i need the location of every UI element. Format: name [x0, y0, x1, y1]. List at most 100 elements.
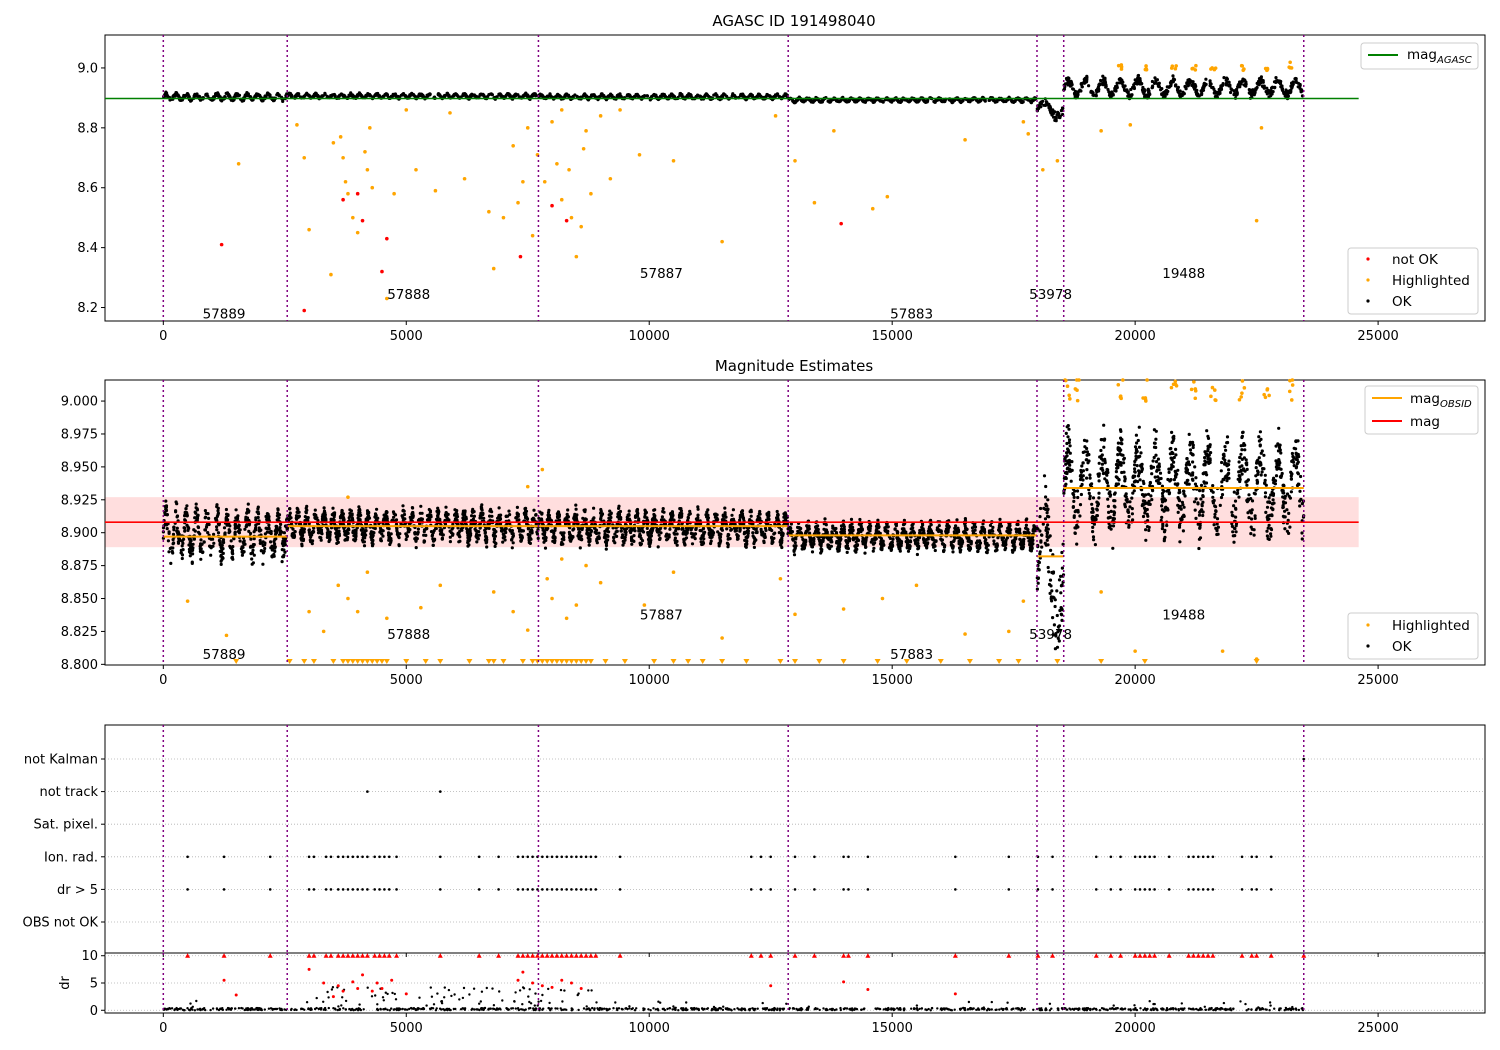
ok-point: [335, 538, 339, 542]
ok-point: [1155, 78, 1159, 82]
y-tick-label: 9.0: [77, 61, 98, 76]
ok-point: [1209, 82, 1213, 86]
ok-point: [247, 529, 251, 534]
ok-point: [323, 516, 328, 520]
ok-point: [438, 517, 442, 522]
ok-point: [434, 526, 438, 531]
ok-point: [1141, 85, 1145, 90]
highlighted-point: [185, 599, 190, 603]
ok-point: [422, 539, 427, 543]
ok-point: [400, 93, 404, 97]
highlighted-point: [1055, 158, 1060, 163]
ok-point: [254, 523, 258, 527]
ok-point: [357, 505, 361, 509]
ok-point: [175, 502, 179, 506]
ok-point: [587, 543, 591, 547]
ok-point: [544, 538, 548, 543]
ok-point: [348, 511, 352, 515]
ok-point: [172, 528, 176, 532]
ok-point: [237, 93, 241, 98]
ok-point: [1233, 93, 1237, 97]
ok-point: [1265, 86, 1269, 90]
estimates-title: Magnitude Estimates: [715, 357, 873, 375]
clipped-highlighted-marker: [403, 659, 410, 664]
ok-point: [221, 538, 226, 542]
ok-point: [520, 529, 524, 533]
ok-point: [1202, 81, 1206, 85]
clipped-highlighted-marker: [573, 659, 580, 664]
highlighted-point: [1116, 382, 1121, 387]
ok-point: [1124, 88, 1128, 93]
ok-point: [1128, 93, 1132, 97]
ok-point: [1029, 99, 1033, 103]
ok-point: [252, 543, 256, 547]
ok-point: [1192, 85, 1196, 89]
ok-point: [367, 93, 372, 97]
clipped-highlighted-marker: [529, 659, 536, 664]
ok-point: [530, 528, 534, 532]
ok-point: [193, 516, 197, 520]
ok-point: [431, 537, 435, 541]
ok-point: [514, 516, 518, 520]
ok-point: [993, 100, 997, 104]
ok-point: [881, 100, 885, 104]
not-ok-point: [385, 236, 389, 241]
ok-point: [335, 530, 339, 534]
ok-point: [752, 541, 756, 546]
ok-point: [305, 517, 309, 522]
ok-point: [723, 93, 727, 97]
ok-point: [1129, 87, 1133, 92]
highlighted-point: [1065, 384, 1070, 389]
ok-point: [427, 513, 431, 518]
ok-point: [237, 531, 241, 535]
ok-point: [190, 548, 195, 553]
ok-point: [313, 508, 317, 512]
ok-point: [1284, 88, 1288, 92]
clipped-highlighted-marker: [549, 659, 556, 664]
x-tick-label: 20000: [1114, 673, 1155, 688]
highlighted-point: [236, 161, 241, 166]
highlighted-point: [559, 108, 564, 112]
ok-point: [273, 542, 277, 546]
ok-point: [342, 94, 346, 98]
ok-point: [364, 93, 368, 97]
ok-point: [379, 538, 383, 542]
highlighted-point: [1254, 218, 1259, 223]
ok-point: [652, 92, 656, 97]
clipped-highlighted-marker: [354, 659, 361, 664]
ok-point: [211, 537, 215, 541]
ok-point: [755, 530, 759, 535]
ok-point: [269, 531, 273, 535]
ok-point: [826, 99, 830, 103]
ok-point: [1136, 73, 1141, 78]
ok-point: [510, 529, 514, 533]
ok-point: [975, 98, 979, 103]
ok-point: [819, 99, 823, 103]
clipped-highlighted-marker: [699, 659, 706, 664]
clipped-highlighted-marker: [966, 659, 973, 664]
ok-point: [181, 548, 185, 552]
ok-point: [167, 531, 171, 536]
ok-point: [385, 510, 389, 514]
ok-point: [424, 527, 428, 531]
highlighted-point: [1063, 378, 1068, 383]
highlighted-point: [462, 176, 467, 181]
ok-point: [274, 537, 278, 541]
clipped-highlighted-marker: [719, 659, 726, 664]
ok-point: [1091, 93, 1095, 97]
clipped-highlighted-marker: [816, 659, 823, 664]
ok-point: [428, 518, 432, 522]
ok-point: [464, 517, 468, 521]
ok-point: [511, 535, 515, 539]
ok-point: [862, 100, 866, 104]
clipped-highlighted-marker: [996, 659, 1003, 664]
highlighted-point: [574, 254, 579, 259]
highlighted-point: [1240, 379, 1245, 383]
highlighted-point: [1119, 65, 1124, 69]
ok-point: [280, 560, 284, 564]
ok-point: [425, 93, 429, 97]
ok-point: [503, 535, 507, 539]
ok-point: [1293, 77, 1297, 81]
x-tick-label: 0: [159, 673, 167, 688]
highlighted-point: [567, 167, 571, 172]
